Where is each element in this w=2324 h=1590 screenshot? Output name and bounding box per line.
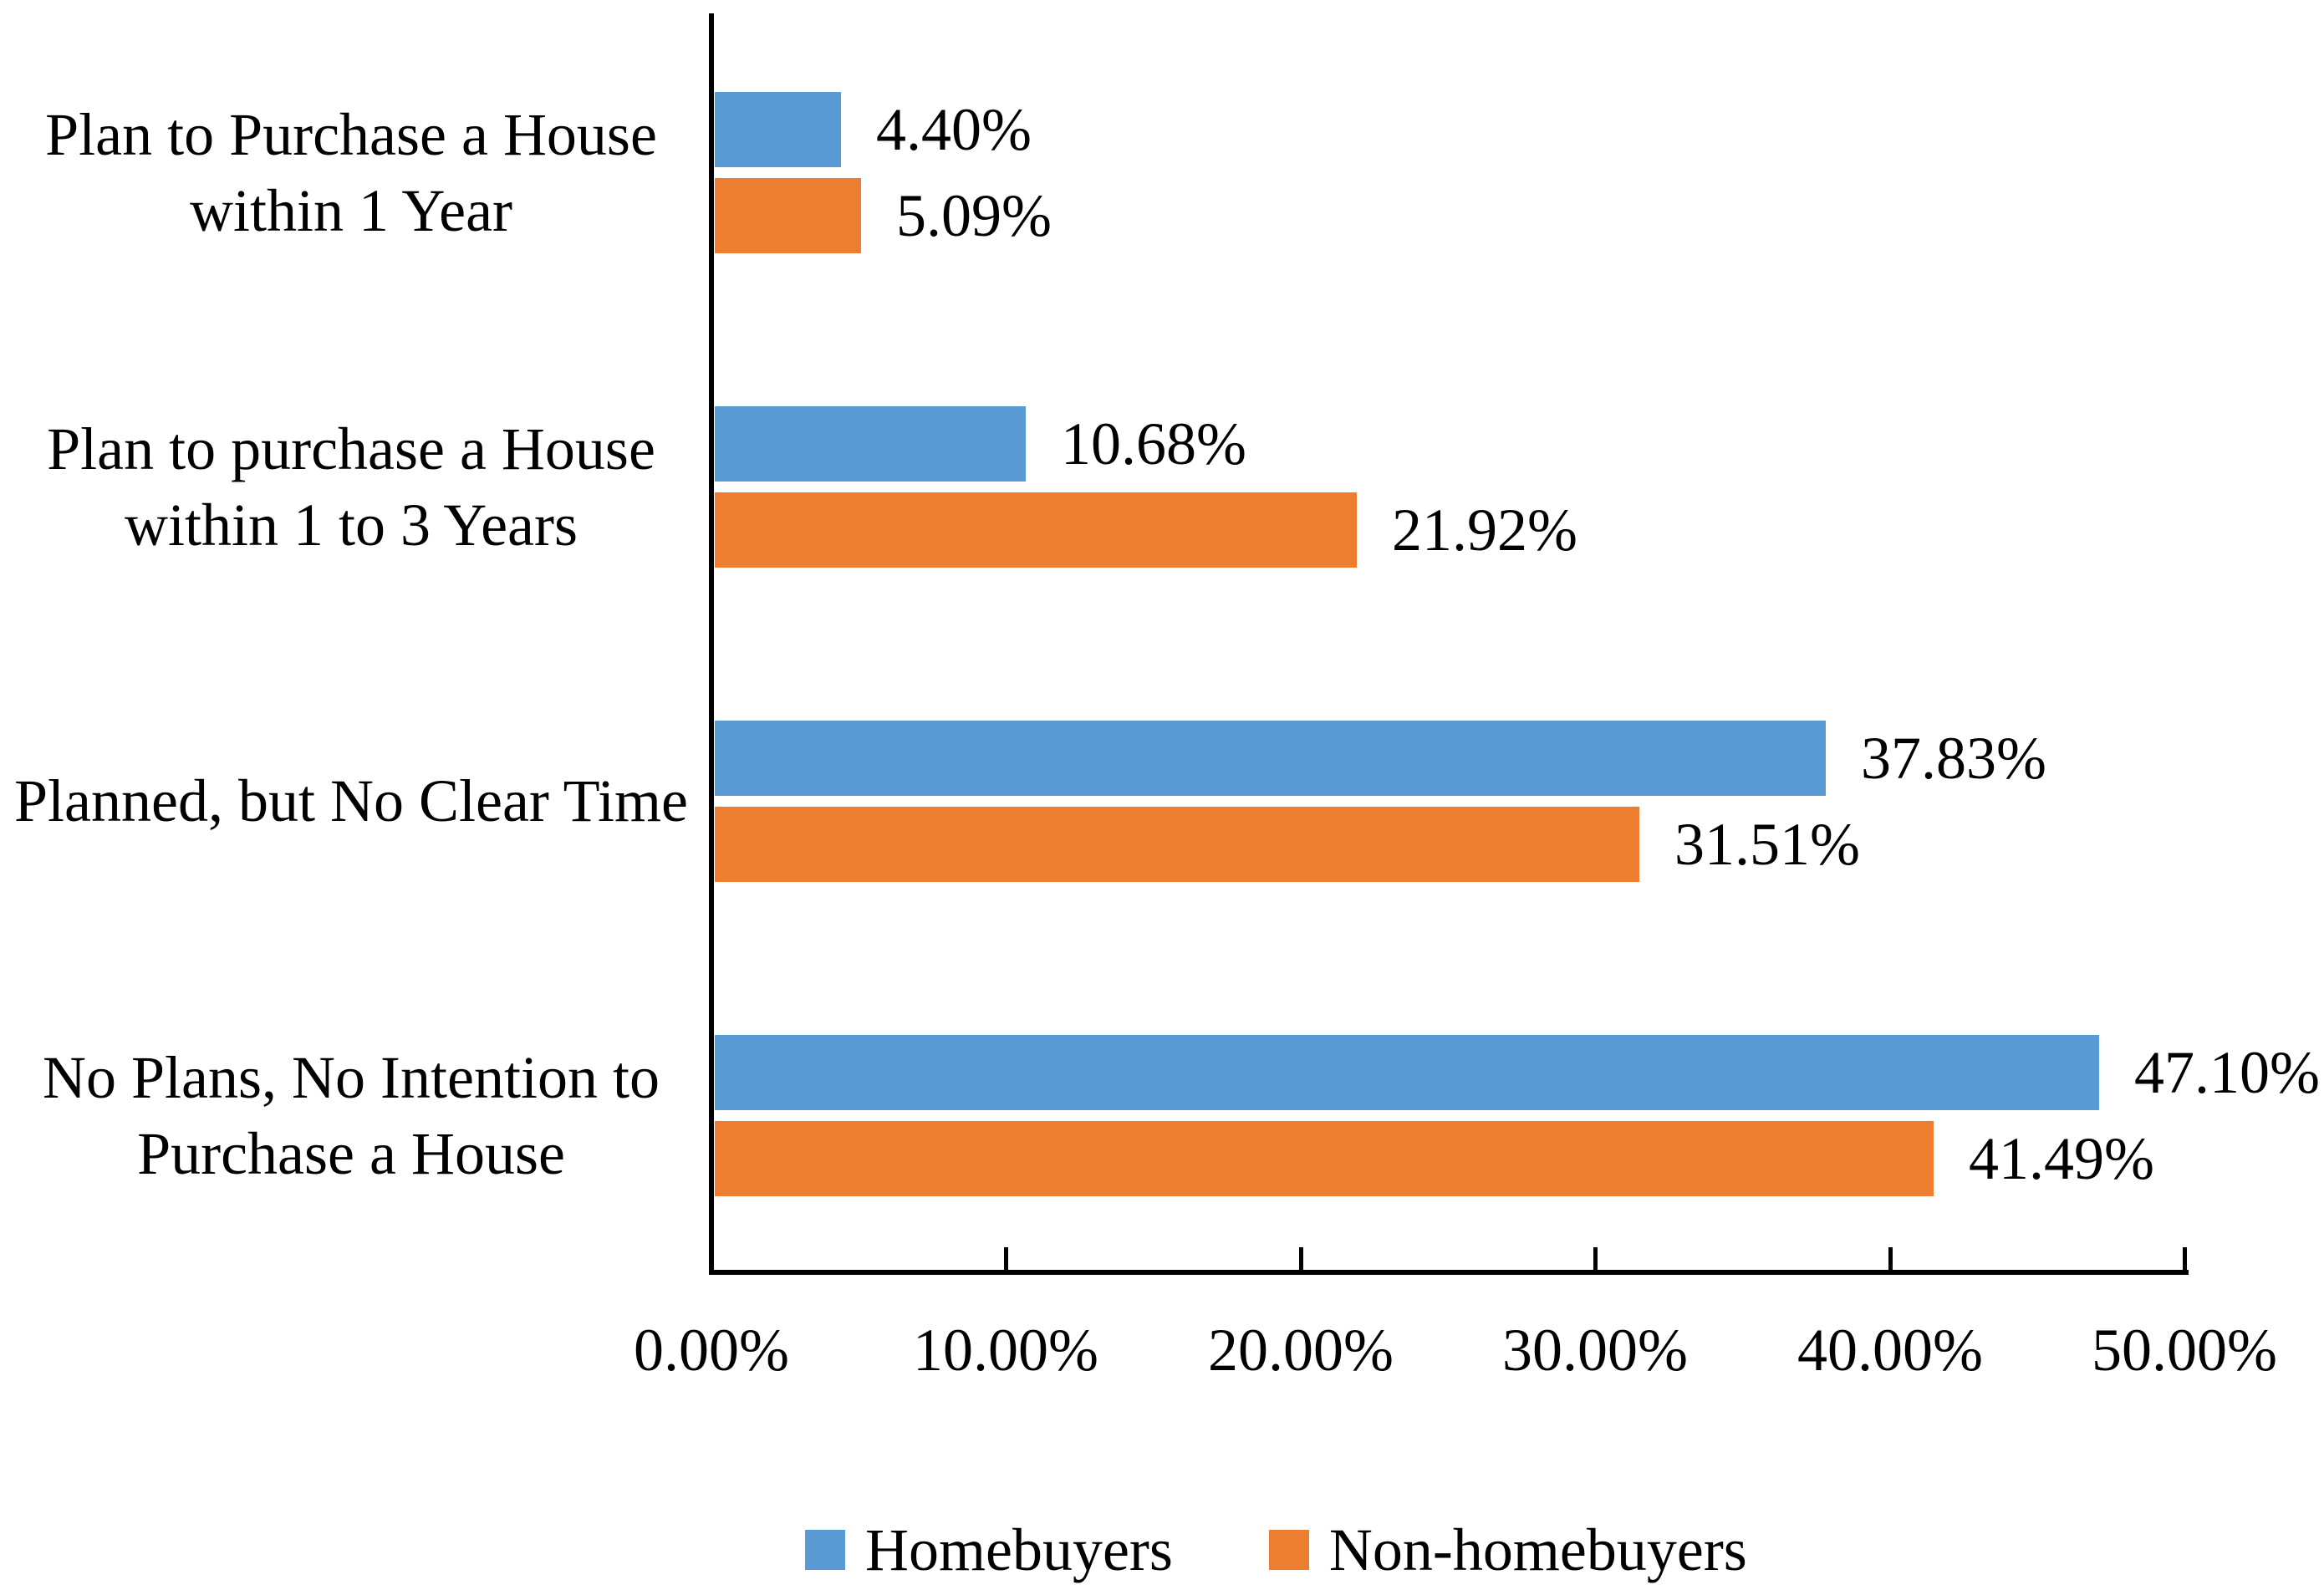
x-tick-mark bbox=[1004, 1247, 1008, 1270]
non-homebuyers-bar bbox=[715, 492, 1357, 568]
homebuyers-bar bbox=[715, 1035, 2099, 1110]
legend-item-homebuyers: Homebuyers bbox=[805, 1510, 1173, 1590]
x-tick-mark bbox=[2183, 1247, 2187, 1270]
non-homebuyers-bar bbox=[715, 807, 1639, 882]
category-label-line: Purchase a House bbox=[137, 1119, 565, 1187]
x-tick-mark bbox=[1593, 1247, 1598, 1270]
x-tick-label: 20.00% bbox=[1208, 1317, 1394, 1384]
category-label: Planned, but No Clear Time bbox=[0, 683, 702, 920]
x-tick-label: 30.00% bbox=[1502, 1317, 1688, 1384]
category-label-line: Plan to purchase a House bbox=[47, 415, 655, 482]
x-axis-line bbox=[709, 1270, 2189, 1275]
category-label: Plan to Purchase a House within 1 Year bbox=[0, 54, 702, 291]
legend-swatch-homebuyers bbox=[805, 1530, 845, 1570]
category-label: No Plans, No Intention to Purchase a Hous… bbox=[0, 997, 702, 1234]
x-tick-label: 10.00% bbox=[913, 1317, 1098, 1384]
value-label: 5.09% bbox=[896, 182, 1052, 249]
x-tick-mark bbox=[1299, 1247, 1303, 1270]
x-tick-label: 40.00% bbox=[1797, 1317, 1983, 1384]
value-label: 21.92% bbox=[1392, 497, 1577, 563]
homebuyers-bar bbox=[715, 92, 841, 167]
legend-label: Non-homebuyers bbox=[1328, 1516, 1747, 1583]
category-label: Plan to purchase a House within 1 to 3 Ye… bbox=[0, 369, 702, 605]
value-label: 37.83% bbox=[1861, 725, 2046, 792]
category-label-line: within 1 Year bbox=[189, 176, 512, 244]
x-tick-label: 50.00% bbox=[2092, 1317, 2277, 1384]
y-axis-line bbox=[709, 13, 714, 1275]
homebuyers-bar bbox=[715, 721, 1826, 796]
non-homebuyers-bar bbox=[715, 178, 861, 253]
category-label-line: Planned, but No Clear Time bbox=[14, 767, 688, 834]
homebuyers-bar bbox=[715, 406, 1026, 482]
value-label: 31.51% bbox=[1674, 811, 1860, 878]
category-label-line: No Plans, No Intention to bbox=[43, 1043, 660, 1111]
x-tick-label: 0.00% bbox=[634, 1317, 789, 1384]
value-label: 41.49% bbox=[1969, 1125, 2154, 1192]
legend: Homebuyers Non-homebuyers bbox=[805, 1510, 1747, 1590]
category-label-line: Plan to Purchase a House bbox=[45, 100, 657, 168]
x-tick-mark bbox=[1888, 1247, 1893, 1270]
legend-label: Homebuyers bbox=[865, 1516, 1173, 1583]
category-label-line: within 1 to 3 Years bbox=[124, 491, 578, 558]
value-label: 4.40% bbox=[876, 96, 1032, 163]
non-homebuyers-bar bbox=[715, 1121, 1934, 1196]
value-label: 10.68% bbox=[1061, 410, 1246, 477]
legend-item-non-homebuyers: Non-homebuyers bbox=[1268, 1510, 1747, 1590]
value-label: 47.10% bbox=[2134, 1039, 2320, 1106]
legend-swatch-non-homebuyers bbox=[1268, 1530, 1309, 1570]
